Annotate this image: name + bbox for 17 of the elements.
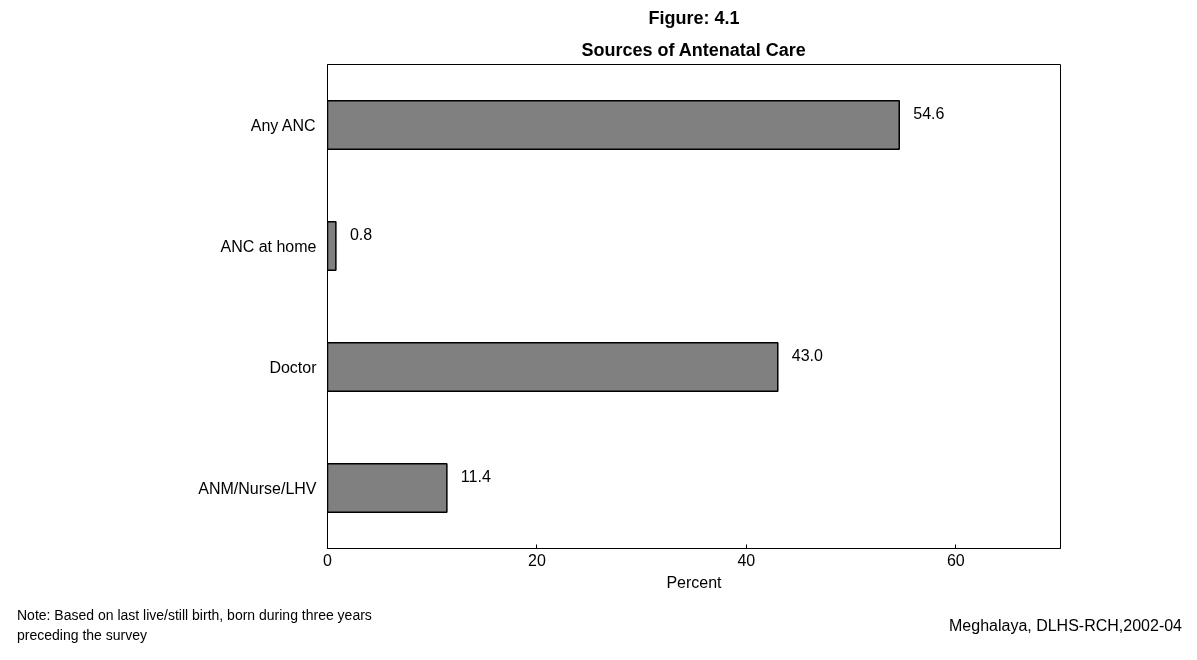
x-tick-label: 60: [946, 551, 965, 569]
text: Meghalaya, DLHS-RCH,2002-04: [949, 616, 1182, 636]
chart-subtitle: Sources of Antenatal Care: [581, 39, 806, 60]
x-tick-label: 40: [737, 551, 756, 569]
x-tick-label: 20: [528, 551, 546, 569]
x-tick-label: 0: [323, 551, 333, 569]
text: Note: Based on last live/still birth, born during three years preceding the survey: [17, 606, 372, 645]
y-tick-label: Any ANC: [250, 116, 316, 134]
y-tick-label: Doctor: [269, 358, 318, 376]
data-label: 0.8: [349, 226, 373, 243]
y-tick-label: ANC at home: [220, 237, 317, 255]
data-label: 11.4: [460, 468, 491, 485]
x-axis-title: Percent: [666, 573, 723, 591]
y-tick-label: ANM/Nurse/LHV: [198, 479, 317, 497]
chart-title: Figure: 4.1: [648, 7, 740, 28]
data-label: 54.6: [913, 105, 945, 122]
data-label: 43.0: [791, 347, 824, 364]
